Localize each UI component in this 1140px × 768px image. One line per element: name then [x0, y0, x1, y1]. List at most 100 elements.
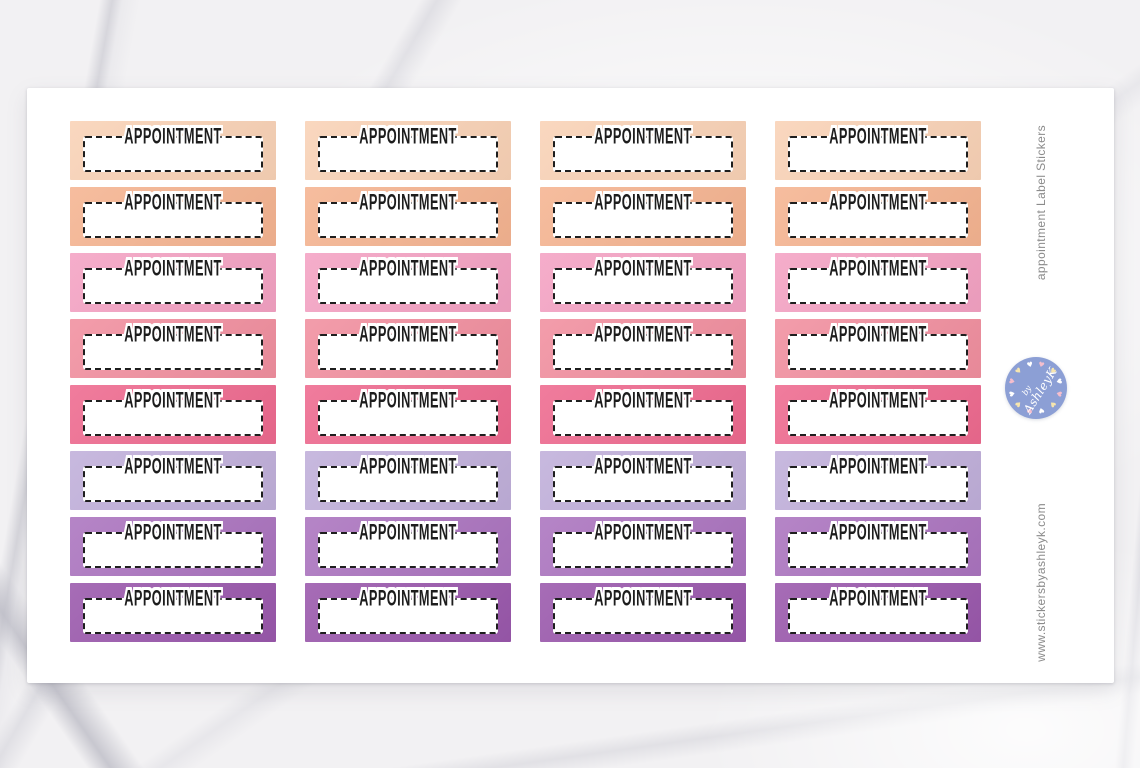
write-in-box: APPOINTMENT	[318, 588, 498, 634]
write-in-box: APPOINTMENT	[788, 324, 968, 370]
appointment-sticker-peach: APPOINTMENT	[305, 187, 511, 246]
appointment-sticker-purple: APPOINTMENT	[70, 517, 276, 576]
appointment-sticker-lavender: APPOINTMENT	[305, 451, 511, 510]
sticker-title: APPOINTMENT	[594, 190, 692, 216]
appointment-sticker-peach: APPOINTMENT	[540, 187, 746, 246]
write-in-box: APPOINTMENT	[83, 588, 263, 634]
logo-script: by AshleyK	[993, 345, 1078, 430]
write-in-box: APPOINTMENT	[553, 192, 733, 238]
appointment-sticker-pink: APPOINTMENT	[540, 319, 746, 378]
write-in-box: APPOINTMENT	[318, 456, 498, 502]
sticker-title: APPOINTMENT	[359, 520, 457, 546]
sticker-title: APPOINTMENT	[359, 586, 457, 612]
sticker-title: APPOINTMENT	[124, 256, 222, 282]
sticker-title: APPOINTMENT	[359, 322, 457, 348]
write-in-box: APPOINTMENT	[553, 324, 733, 370]
website-text: www.stickersbyashleyk.com	[1034, 503, 1048, 662]
sticker-title: APPOINTMENT	[124, 124, 222, 150]
write-in-box: APPOINTMENT	[83, 126, 263, 172]
sticker-title: APPOINTMENT	[594, 124, 692, 150]
write-in-box: APPOINTMENT	[553, 258, 733, 304]
write-in-box: APPOINTMENT	[788, 390, 968, 436]
sticker-sheet: APPOINTMENT APPOINTMENT APPOINTMENT APPOINT…	[27, 88, 1114, 683]
appointment-sticker-peach: APPOINTMENT	[775, 187, 981, 246]
write-in-box: APPOINTMENT	[318, 258, 498, 304]
appointment-sticker-pink: APPOINTMENT	[775, 319, 981, 378]
sticker-title: APPOINTMENT	[829, 388, 927, 414]
appointment-sticker-peach-light: APPOINTMENT	[775, 121, 981, 180]
product-title-vertical: appointment Label Stickers	[1034, 125, 1048, 280]
write-in-box: APPOINTMENT	[83, 324, 263, 370]
appointment-sticker-pink-light: APPOINTMENT	[775, 253, 981, 312]
sticker-title: APPOINTMENT	[124, 322, 222, 348]
sticker-title: APPOINTMENT	[359, 388, 457, 414]
write-in-box: APPOINTMENT	[83, 390, 263, 436]
sticker-title: APPOINTMENT	[829, 520, 927, 546]
sticker-title: APPOINTMENT	[124, 190, 222, 216]
appointment-sticker-peach-light: APPOINTMENT	[70, 121, 276, 180]
appointment-sticker-peach-light: APPOINTMENT	[305, 121, 511, 180]
website-vertical: www.stickersbyashleyk.com	[1034, 503, 1048, 662]
sticker-title: APPOINTMENT	[359, 256, 457, 282]
sticker-title: APPOINTMENT	[594, 520, 692, 546]
appointment-sticker-lavender: APPOINTMENT	[70, 451, 276, 510]
appointment-sticker-peach-light: APPOINTMENT	[540, 121, 746, 180]
sticker-title: APPOINTMENT	[594, 454, 692, 480]
sticker-title: APPOINTMENT	[829, 256, 927, 282]
appointment-sticker-raspberry: APPOINTMENT	[775, 385, 981, 444]
appointment-sticker-purple-dark: APPOINTMENT	[70, 583, 276, 642]
appointment-sticker-purple: APPOINTMENT	[775, 517, 981, 576]
brand-logo: ♥ ♥ ♥ ♥ ♥ ♥ ♥ ♥ ♥ ♥ ♥ ♥ by AshleyK	[1005, 357, 1067, 419]
appointment-sticker-lavender: APPOINTMENT	[775, 451, 981, 510]
appointment-sticker-pink: APPOINTMENT	[70, 319, 276, 378]
sticker-title: APPOINTMENT	[594, 586, 692, 612]
write-in-box: APPOINTMENT	[788, 126, 968, 172]
product-title-text: appointment Label Stickers	[1034, 125, 1048, 281]
write-in-box: APPOINTMENT	[318, 390, 498, 436]
appointment-sticker-pink: APPOINTMENT	[305, 319, 511, 378]
sticker-title: APPOINTMENT	[124, 454, 222, 480]
write-in-box: APPOINTMENT	[318, 324, 498, 370]
sticker-title: APPOINTMENT	[829, 586, 927, 612]
write-in-box: APPOINTMENT	[553, 522, 733, 568]
write-in-box: APPOINTMENT	[83, 522, 263, 568]
appointment-sticker-purple-dark: APPOINTMENT	[540, 583, 746, 642]
write-in-box: APPOINTMENT	[83, 258, 263, 304]
appointment-sticker-raspberry: APPOINTMENT	[70, 385, 276, 444]
appointment-sticker-lavender: APPOINTMENT	[540, 451, 746, 510]
appointment-sticker-pink-light: APPOINTMENT	[70, 253, 276, 312]
sticker-title: APPOINTMENT	[359, 190, 457, 216]
sticker-title: APPOINTMENT	[829, 190, 927, 216]
sticker-title: APPOINTMENT	[829, 322, 927, 348]
write-in-box: APPOINTMENT	[788, 522, 968, 568]
sticker-title: APPOINTMENT	[829, 124, 927, 150]
appointment-sticker-raspberry: APPOINTMENT	[305, 385, 511, 444]
write-in-box: APPOINTMENT	[553, 126, 733, 172]
sticker-title: APPOINTMENT	[594, 388, 692, 414]
sticker-title: APPOINTMENT	[124, 388, 222, 414]
appointment-sticker-peach: APPOINTMENT	[70, 187, 276, 246]
sticker-title: APPOINTMENT	[124, 520, 222, 546]
write-in-box: APPOINTMENT	[553, 456, 733, 502]
appointment-sticker-raspberry: APPOINTMENT	[540, 385, 746, 444]
write-in-box: APPOINTMENT	[553, 588, 733, 634]
appointment-sticker-pink-light: APPOINTMENT	[305, 253, 511, 312]
appointment-sticker-pink-light: APPOINTMENT	[540, 253, 746, 312]
appointment-sticker-purple-dark: APPOINTMENT	[305, 583, 511, 642]
sticker-title: APPOINTMENT	[594, 256, 692, 282]
write-in-box: APPOINTMENT	[318, 126, 498, 172]
appointment-sticker-purple: APPOINTMENT	[540, 517, 746, 576]
sticker-title: APPOINTMENT	[829, 454, 927, 480]
write-in-box: APPOINTMENT	[83, 456, 263, 502]
sticker-title: APPOINTMENT	[359, 454, 457, 480]
write-in-box: APPOINTMENT	[318, 522, 498, 568]
write-in-box: APPOINTMENT	[553, 390, 733, 436]
sticker-title: APPOINTMENT	[124, 586, 222, 612]
sticker-grid: APPOINTMENT APPOINTMENT APPOINTMENT APPOINT…	[70, 121, 981, 642]
write-in-box: APPOINTMENT	[788, 258, 968, 304]
write-in-box: APPOINTMENT	[788, 456, 968, 502]
appointment-sticker-purple: APPOINTMENT	[305, 517, 511, 576]
write-in-box: APPOINTMENT	[83, 192, 263, 238]
sticker-title: APPOINTMENT	[359, 124, 457, 150]
